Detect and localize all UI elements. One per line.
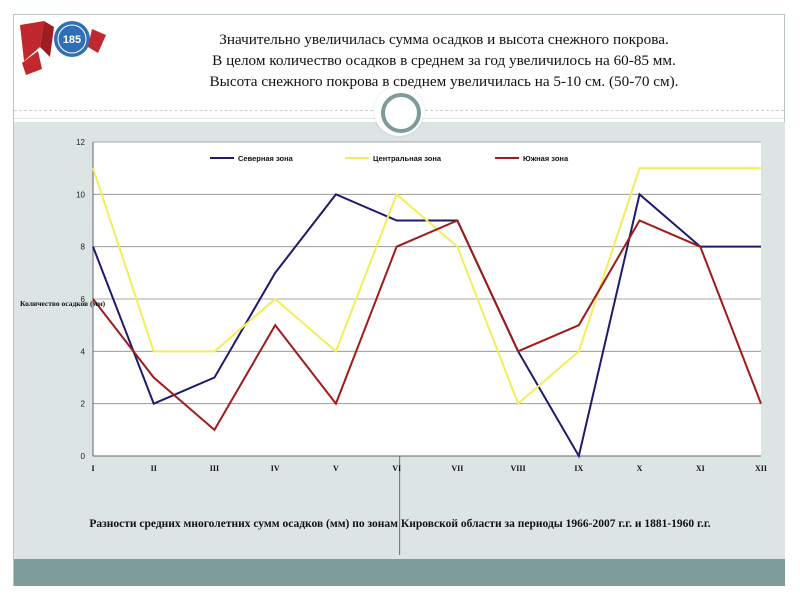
title-line-3: Высота снежного покрова в среднем увелич… xyxy=(209,73,679,90)
title-line-2: В целом количество осадков в среднем за … xyxy=(212,52,676,69)
x-tick-label: VII xyxy=(451,464,463,473)
x-tick-label: IV xyxy=(271,464,280,473)
y-tick-label: 10 xyxy=(76,190,85,199)
x-tick-label: III xyxy=(210,464,219,473)
anniversary-logo: 185 xyxy=(20,21,106,75)
slide-title: Значительно увеличилась сумма осадков и … xyxy=(114,29,774,92)
series-line-3 xyxy=(92,219,762,432)
x-tick-label: VIII xyxy=(511,464,526,473)
legend-label: Центральная зона xyxy=(373,154,442,163)
x-tick-label: XII xyxy=(755,464,767,473)
divider-ornament xyxy=(374,86,424,136)
x-tick-label: IX xyxy=(574,464,583,473)
x-tick-label: I xyxy=(91,464,94,473)
x-tick-label: II xyxy=(151,464,157,473)
chart-caption: Разности средних многолетних сумм осадко… xyxy=(89,518,711,530)
y-tick-label: 0 xyxy=(81,452,86,461)
y-axis-label: Количество осадков (мм) xyxy=(20,299,106,308)
x-tick-label: X xyxy=(637,464,643,473)
y-tick-label: 8 xyxy=(81,243,86,252)
logo-number: 185 xyxy=(63,34,81,46)
y-tick-label: 6 xyxy=(81,295,86,304)
title-line-1: Значительно увеличилась сумма осадков и … xyxy=(219,31,669,48)
slide-bottom-bar xyxy=(14,559,785,586)
y-tick-label: 12 xyxy=(76,138,85,147)
x-tick-label: XI xyxy=(696,464,705,473)
x-tick-label: V xyxy=(333,464,339,473)
legend-label: Южная зона xyxy=(523,154,569,163)
series-line-2 xyxy=(92,167,761,406)
legend-label: Северная зона xyxy=(238,154,294,163)
x-tick-label: VI xyxy=(392,464,401,473)
y-tick-label: 2 xyxy=(81,400,86,409)
y-tick-label: 4 xyxy=(81,347,86,356)
